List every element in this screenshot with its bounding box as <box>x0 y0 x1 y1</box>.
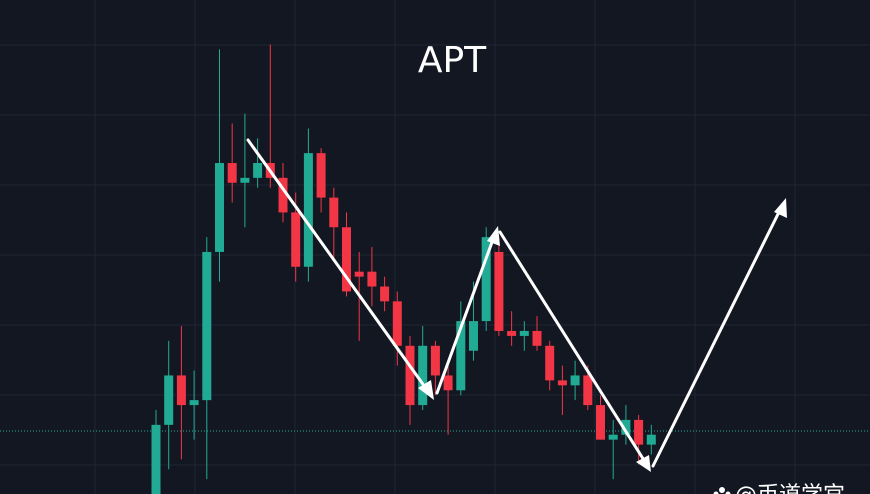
candle-body <box>151 424 161 494</box>
candle-body <box>405 345 415 406</box>
candle-body <box>519 330 529 336</box>
candle-body <box>164 375 174 425</box>
candle-body <box>507 330 517 336</box>
candle-body <box>443 375 453 391</box>
candle-body <box>469 321 478 351</box>
candle-body <box>176 375 186 406</box>
candle-body <box>621 419 631 435</box>
candle-body <box>545 345 555 381</box>
candle-body <box>291 212 301 267</box>
candle-body <box>583 375 593 406</box>
watermark-icon <box>713 487 731 494</box>
candle-body <box>481 237 491 322</box>
watermark: @币道学宫 <box>735 483 845 494</box>
candle-body <box>456 321 466 391</box>
candle-body <box>418 345 428 406</box>
candle-body <box>494 251 504 331</box>
candle-body <box>316 153 326 198</box>
candle-body <box>367 271 377 287</box>
chart-title: APT <box>418 40 487 81</box>
candle-body <box>278 177 288 213</box>
candle-body <box>240 177 250 183</box>
candle-body <box>303 153 313 267</box>
candle-body <box>215 163 224 252</box>
arrow-heads <box>418 198 787 472</box>
candle-body <box>430 345 440 376</box>
candle-body <box>189 400 199 406</box>
candle-body <box>354 271 364 277</box>
candle-body <box>329 197 339 228</box>
arrows <box>246 138 784 468</box>
candle-body <box>227 163 237 183</box>
candle-body <box>253 163 263 178</box>
candle-body <box>634 419 644 445</box>
candle-body <box>392 301 402 346</box>
candle-body <box>202 251 212 401</box>
candle-body <box>380 286 390 302</box>
candle-body <box>646 434 656 445</box>
candle-body <box>608 434 618 440</box>
candle-body <box>342 227 351 292</box>
candle-body <box>557 380 567 386</box>
candle-body <box>570 375 580 386</box>
candle-body <box>532 330 542 346</box>
candle-body <box>596 405 605 440</box>
candles <box>151 44 656 494</box>
